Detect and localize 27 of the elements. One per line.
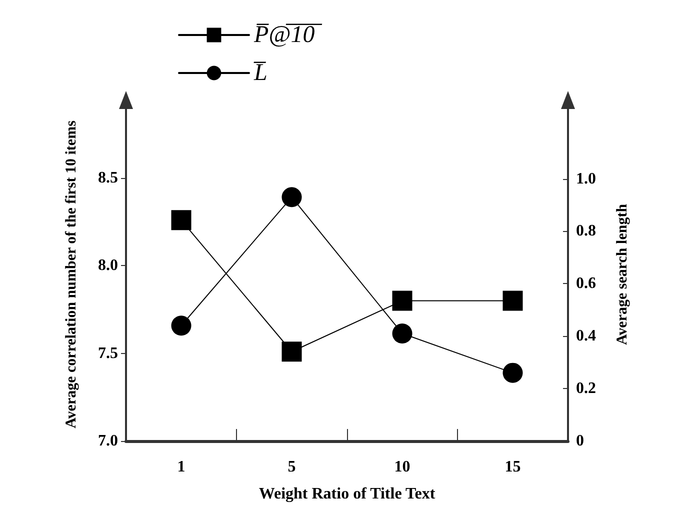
y-axis-title: Average correlation number of the first 10 items — [64, 120, 80, 428]
point — [392, 324, 412, 344]
y-tick-label: 8.5 — [98, 170, 118, 187]
y2-tick-label: 0.2 — [576, 380, 596, 398]
x-tick-label: 10 — [394, 458, 410, 476]
x-axis-title: Weight Ratio of Title Text — [258, 486, 436, 502]
y2-tick-label: 0.4 — [576, 328, 596, 345]
legend-label: P̅@̅1̅0̅ — [253, 22, 323, 48]
point — [392, 290, 412, 311]
x-tick-label: 1 — [177, 458, 186, 476]
legend-label: L̅ — [253, 60, 268, 86]
y2-axis-title: Average search length — [614, 203, 630, 346]
point — [171, 316, 192, 336]
point — [282, 342, 302, 362]
y-tick-label: 7.5 — [98, 344, 118, 362]
point — [502, 290, 523, 311]
y-tick-label: 7.0 — [98, 432, 118, 450]
point — [171, 210, 192, 230]
x-tick-label: 15 — [504, 458, 521, 476]
point — [502, 362, 523, 383]
point — [282, 187, 302, 208]
y-tick-label: 8.0 — [98, 257, 118, 274]
x-tick-label: 5 — [288, 458, 296, 476]
y2-tick-label: 0 — [576, 432, 584, 450]
y2-tick-label: 1.0 — [576, 170, 596, 188]
y2-tick-label: 0.8 — [576, 222, 596, 240]
y2-tick-label: 0.6 — [576, 275, 596, 292]
